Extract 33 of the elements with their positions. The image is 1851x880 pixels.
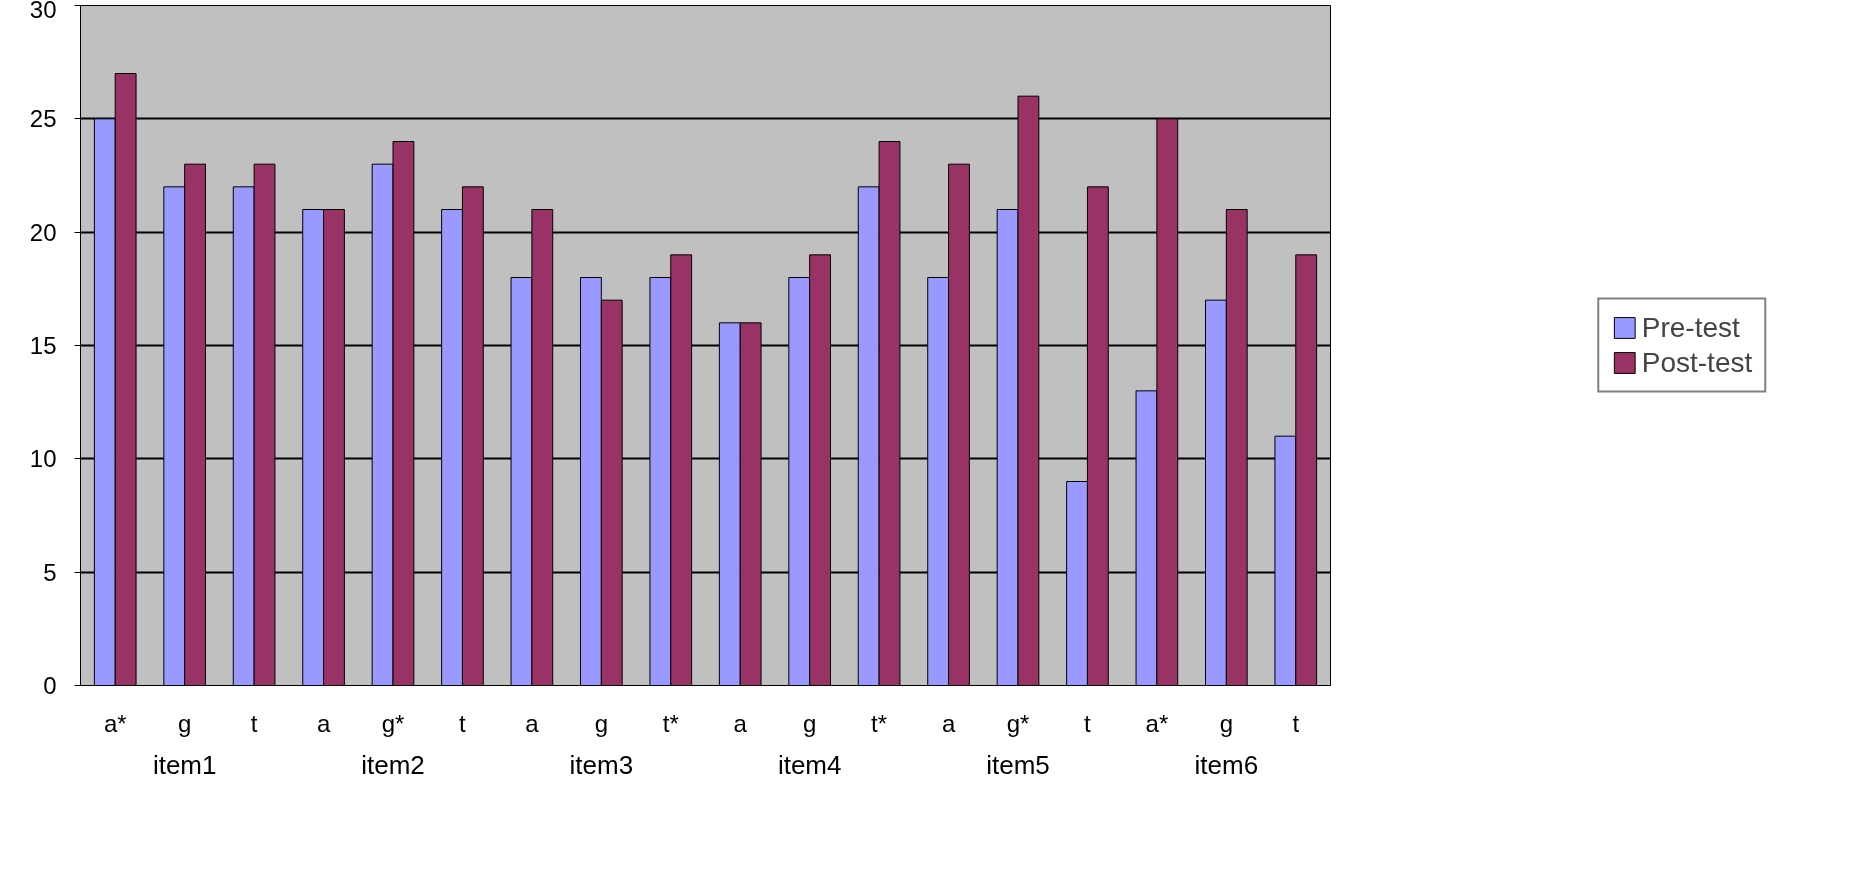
y-tick-label: 20 [29, 218, 57, 246]
x-tick-label: t [1084, 709, 1092, 737]
y-tick-label: 15 [29, 332, 57, 359]
y-tick-label: 30 [29, 0, 57, 23]
legend-label: Post-test [1641, 346, 1753, 379]
x-tick-label: a* [1145, 709, 1169, 737]
text: item6 [1194, 749, 1259, 780]
x-tick-label: t* [871, 709, 888, 737]
y-tick-label: 25 [29, 105, 57, 133]
legend-label: Pre-test [1641, 311, 1740, 344]
text: item1 [152, 749, 217, 780]
x-tick-label: t [459, 709, 467, 737]
x-tick-label: t [1292, 709, 1300, 737]
x-tick-label: a [733, 709, 748, 737]
x-tick-label: t* [662, 709, 679, 737]
x-tick-label: g [594, 709, 609, 737]
x-tick-label: g* [1006, 709, 1030, 737]
text: item3 [569, 749, 634, 780]
y-tick-label: 10 [29, 445, 57, 473]
x-tick-label: a [941, 709, 956, 737]
text: item2 [361, 749, 425, 780]
y-tick-label: 0 [43, 672, 57, 699]
x-tick-label: t [250, 709, 258, 737]
text: item4 [777, 749, 842, 780]
x-tick-label: a [316, 709, 331, 737]
x-tick-label: g* [381, 709, 405, 737]
x-tick-label: g [177, 709, 192, 737]
x-tick-label: a* [103, 709, 127, 737]
x-tick-label: g [1219, 709, 1234, 737]
x-tick-label: g [802, 709, 817, 737]
text: item5 [986, 749, 1050, 780]
x-tick-label: a [525, 709, 540, 737]
y-tick-label: 5 [43, 558, 57, 586]
